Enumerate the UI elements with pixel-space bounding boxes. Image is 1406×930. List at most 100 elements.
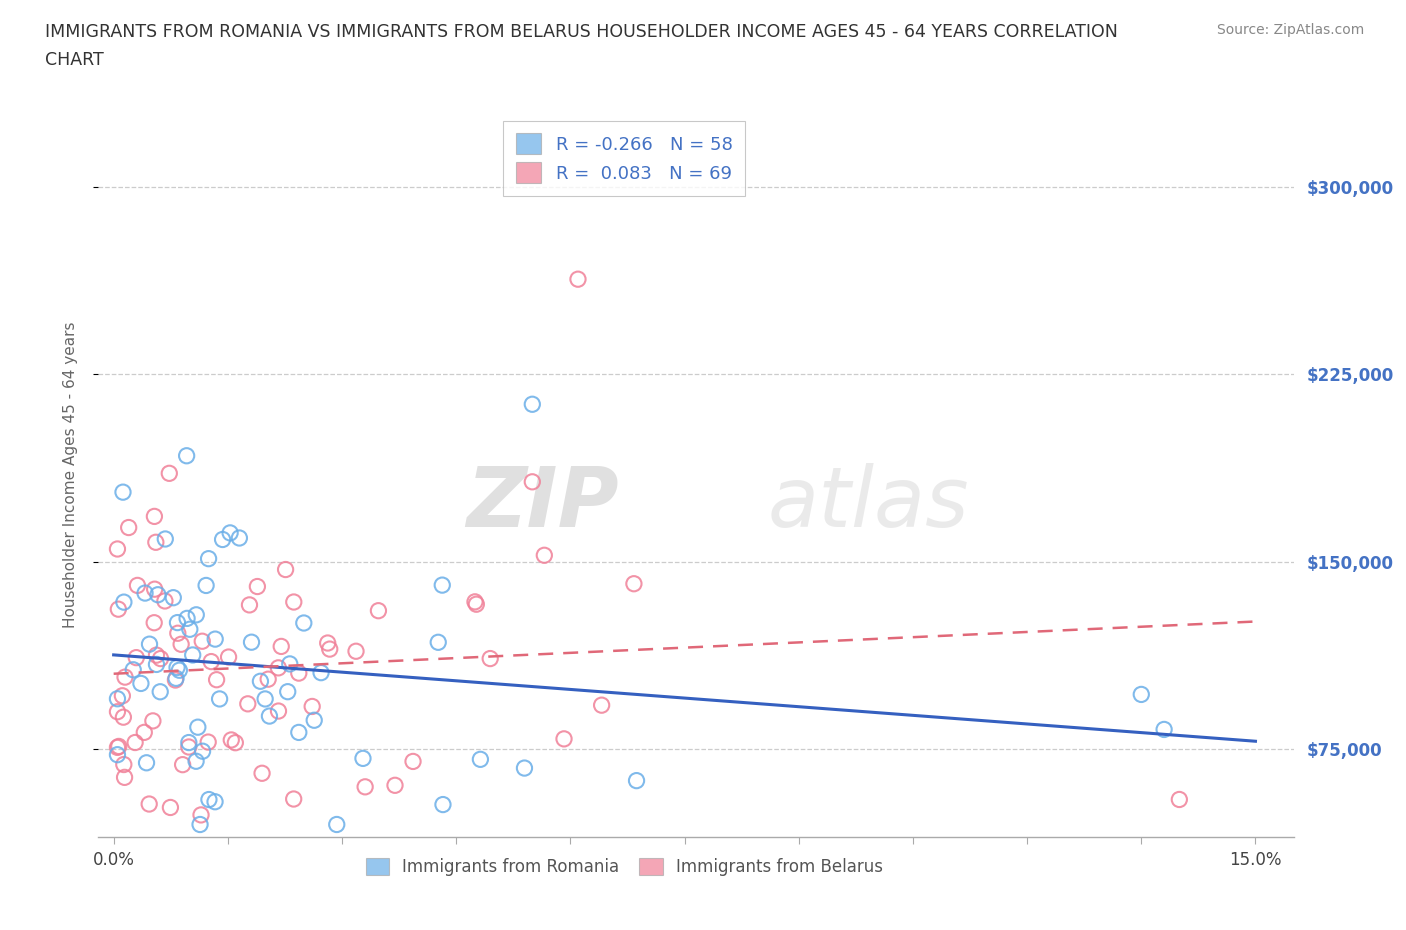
Point [188, 817, 211, 832]
Point [107, 602, 129, 617]
Point [127, 578, 149, 592]
Point [129, 676, 152, 691]
Point [240, 635, 263, 650]
Text: CHART: CHART [45, 51, 104, 69]
Point [236, 697, 259, 711]
Point [111, 485, 134, 499]
Point [344, 644, 367, 658]
Point [179, 622, 201, 637]
Point [172, 757, 194, 772]
Point [432, 578, 454, 592]
Point [149, 651, 172, 666]
Point [384, 777, 406, 792]
Point [219, 733, 242, 748]
Point [249, 674, 271, 689]
Point [165, 671, 187, 685]
Point [367, 604, 389, 618]
Point [246, 579, 269, 594]
Point [146, 588, 169, 603]
Point [159, 800, 181, 815]
Point [316, 635, 339, 650]
Point [228, 530, 250, 545]
Point [166, 660, 188, 675]
Point [274, 562, 297, 577]
Point [145, 647, 167, 662]
Point [219, 525, 242, 540]
Point [107, 704, 129, 719]
Point [205, 672, 228, 687]
Point [301, 699, 323, 714]
Point [118, 520, 141, 535]
Point [107, 541, 129, 556]
Point [553, 731, 575, 746]
Point [224, 736, 246, 751]
Point [157, 466, 180, 481]
Point [1130, 687, 1153, 702]
Point [143, 509, 166, 524]
Point [204, 631, 226, 646]
Point [166, 615, 188, 630]
Point [145, 657, 167, 671]
Point [1168, 792, 1191, 807]
Point [181, 647, 204, 662]
Point [170, 637, 193, 652]
Point [191, 744, 214, 759]
Point [112, 594, 135, 609]
Point [1153, 722, 1175, 737]
Point [591, 698, 613, 712]
Point [197, 735, 219, 750]
Text: atlas: atlas [768, 463, 969, 544]
Point [254, 692, 277, 707]
Point [114, 770, 136, 785]
Point [211, 532, 233, 547]
Point [138, 637, 160, 652]
Point [155, 532, 177, 547]
Point [162, 591, 184, 605]
Point [107, 748, 129, 763]
Point [283, 594, 305, 609]
Point [319, 642, 342, 657]
Point [267, 704, 290, 719]
Point [176, 448, 198, 463]
Point [402, 754, 425, 769]
Point [143, 616, 166, 631]
Text: Source: ZipAtlas.com: Source: ZipAtlas.com [1216, 23, 1364, 37]
Point [135, 755, 157, 770]
Point [626, 773, 648, 788]
Point [208, 692, 231, 707]
Point [124, 735, 146, 750]
Point [187, 720, 209, 735]
Point [134, 724, 156, 739]
Point [198, 792, 221, 807]
Point [354, 779, 377, 794]
Legend: Immigrants from Romania, Immigrants from Belarus: Immigrants from Romania, Immigrants from… [359, 852, 890, 883]
Point [114, 670, 136, 684]
Point [479, 651, 502, 666]
Point [191, 633, 214, 648]
Point [257, 671, 280, 686]
Point [288, 725, 311, 740]
Point [125, 650, 148, 665]
Point [302, 712, 325, 727]
Point [238, 597, 260, 612]
Point [204, 794, 226, 809]
Point [470, 751, 492, 766]
Point [432, 797, 454, 812]
Y-axis label: Householder Income Ages 45 - 64 years: Householder Income Ages 45 - 64 years [63, 321, 77, 628]
Point [122, 662, 145, 677]
Point [259, 709, 281, 724]
Point [267, 660, 290, 675]
Point [107, 691, 129, 706]
Point [277, 684, 299, 699]
Point [292, 616, 315, 631]
Point [288, 666, 311, 681]
Point [309, 665, 332, 680]
Point [427, 635, 450, 650]
Point [165, 672, 187, 687]
Point [190, 807, 212, 822]
Point [142, 713, 165, 728]
Point [197, 551, 219, 566]
Point [177, 739, 200, 754]
Point [176, 611, 198, 626]
Point [270, 639, 292, 654]
